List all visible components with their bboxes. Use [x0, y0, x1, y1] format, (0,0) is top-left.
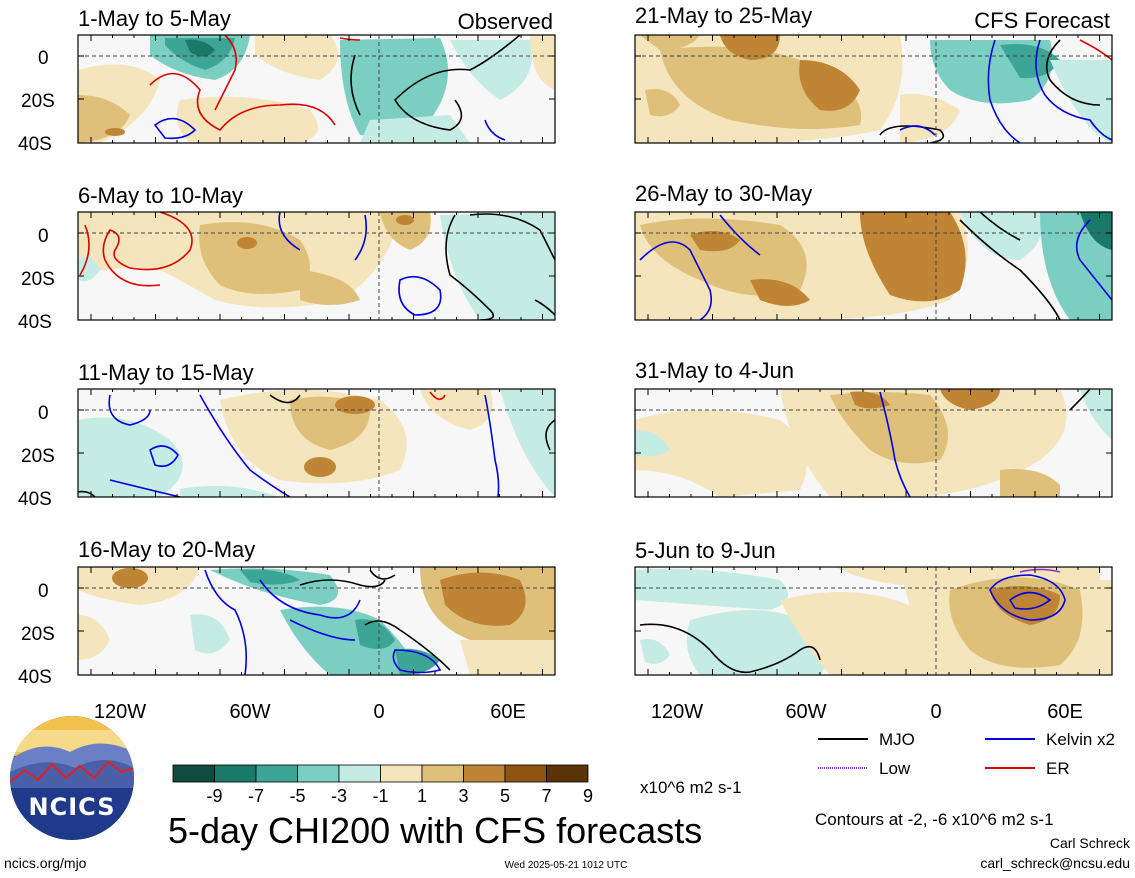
- panel-4-field: [78, 567, 555, 675]
- panel-8: 5-Jun to 9-Jun: [635, 538, 1112, 675]
- panel-3-contours: [78, 391, 555, 497]
- contours-note: Contours at -2, -6 x10^6 m2 s-1: [815, 810, 1054, 829]
- lat-labels-left: 0 20S 40S 0 20S 40S 0 20S 40S 0 20S 40S: [18, 48, 55, 688]
- colorbar-cell: [421, 764, 464, 783]
- lon-label: 0: [373, 701, 384, 723]
- lat-label: 40S: [18, 667, 52, 688]
- lat-label: 0: [38, 48, 49, 69]
- panel-7-field: [635, 389, 1112, 497]
- panel-1-field: [78, 35, 555, 143]
- author: Carl Schreck: [1050, 835, 1131, 851]
- panel-6-field: [635, 212, 1112, 320]
- lat-label: 40S: [18, 312, 52, 333]
- lon-label: 60W: [229, 701, 270, 723]
- panel-8-title: 5-Jun to 9-Jun: [635, 538, 776, 563]
- lon-label: 0: [930, 701, 941, 723]
- colorbar: -9 -7 -5 -3 -1 1 3 5 7 9: [172, 764, 593, 806]
- colorbar-cell: [504, 764, 547, 783]
- panel-5-contours: [879, 39, 1112, 143]
- panel-3: 11-May to 15-May: [78, 360, 555, 497]
- lon-labels-left: 120W 60W 0 60E: [94, 701, 526, 723]
- panel-4: 16-May to 20-May: [78, 537, 555, 675]
- main-title: 5-day CHI200 with CFS forecasts: [168, 810, 702, 851]
- panel-2-title: 6-May to 10-May: [78, 183, 243, 208]
- panel-5-field: [635, 35, 1112, 143]
- lon-label: 60W: [785, 701, 826, 723]
- legend-low-label: Low: [879, 759, 911, 778]
- colorbar-tick-label: -5: [289, 786, 305, 806]
- site-link[interactable]: ncics.org/mjo: [4, 855, 87, 871]
- panel-7-title: 31-May to 4-Jun: [635, 358, 794, 383]
- panel-1-contours: [149, 35, 521, 141]
- lat-label: 0: [38, 403, 49, 424]
- panel-6-contours: [639, 212, 1112, 320]
- panel-5-tag: CFS Forecast: [974, 8, 1110, 33]
- panel-2: 6-May to 10-May: [78, 183, 555, 320]
- colorbar-cell: [546, 764, 589, 783]
- panel-8-field: [635, 567, 1112, 675]
- panel-2-field: [78, 212, 555, 320]
- lat-label: 0: [38, 581, 49, 602]
- panel-5-title: 21-May to 25-May: [635, 3, 812, 28]
- logo-text: NCICS: [29, 793, 116, 821]
- lon-label: 60E: [1047, 701, 1083, 723]
- colorbar-tick-label: 7: [541, 786, 551, 806]
- panel-7: 31-May to 4-Jun: [635, 358, 1112, 497]
- contour-legend: MJO Low Kelvin x2 ER: [818, 730, 1115, 778]
- colorbar-cell: [255, 764, 298, 783]
- colorbar-tick-label: 9: [583, 786, 593, 806]
- colorbar-units: x10^6 m2 s-1: [640, 778, 742, 797]
- panel-1-title: 1-May to 5-May: [78, 6, 231, 31]
- ncics-logo: NCICS: [10, 716, 134, 840]
- lat-label: 40S: [18, 489, 52, 510]
- colorbar-tick-label: 5: [500, 786, 510, 806]
- panel-1-tag: Observed: [458, 9, 553, 34]
- panel-3-field: [78, 389, 555, 497]
- colorbar-cell: [380, 764, 423, 783]
- panel-1: 1-May to 5-May Observed: [78, 6, 555, 143]
- lat-label: 0: [38, 226, 49, 247]
- colorbar-cell: [172, 764, 215, 783]
- lat-label: 20S: [21, 624, 55, 645]
- lat-label: 20S: [21, 446, 55, 467]
- legend-mjo-label: MJO: [879, 730, 915, 749]
- colorbar-tick-label: -3: [331, 786, 347, 806]
- lon-labels-right: 120W 60W 0 60E: [651, 701, 1083, 723]
- lon-label: 120W: [651, 701, 703, 723]
- lon-label: 120W: [94, 701, 146, 723]
- panel-2-contours: [79, 212, 555, 320]
- colorbar-tick-label: 1: [417, 786, 427, 806]
- panel-8-contours: [639, 568, 1066, 674]
- panel-5: 21-May to 25-May CFS Forecast: [635, 3, 1112, 143]
- lat-label: 40S: [18, 134, 52, 155]
- legend-er-label: ER: [1046, 759, 1070, 778]
- panel-4-title: 16-May to 20-May: [78, 537, 255, 562]
- lat-label: 20S: [21, 269, 55, 290]
- panel-3-title: 11-May to 15-May: [78, 360, 254, 385]
- colorbar-tick-label: -7: [248, 786, 264, 806]
- colorbar-cell: [463, 764, 506, 783]
- colorbar-cell: [338, 764, 381, 783]
- timestamp: Wed 2025-05-21 1012 UTC: [505, 860, 628, 871]
- legend-kelvin-label: Kelvin x2: [1046, 730, 1115, 749]
- lat-label: 20S: [21, 91, 55, 112]
- panel-4-contours: [204, 569, 451, 675]
- panel-6: 26-May to 30-May: [635, 181, 1112, 320]
- colorbar-cell: [297, 764, 340, 783]
- panel-7-contours: [879, 389, 1091, 497]
- colorbar-cell: [214, 764, 257, 783]
- author-email: carl_schreck@ncsu.edu: [980, 855, 1130, 871]
- colorbar-tick-label: -9: [206, 786, 222, 806]
- colorbar-tick-label: -1: [372, 786, 388, 806]
- lon-label: 60E: [490, 701, 526, 723]
- panel-frames: [77, 34, 1113, 676]
- colorbar-tick-label: 3: [458, 786, 468, 806]
- panel-6-title: 26-May to 30-May: [635, 181, 812, 206]
